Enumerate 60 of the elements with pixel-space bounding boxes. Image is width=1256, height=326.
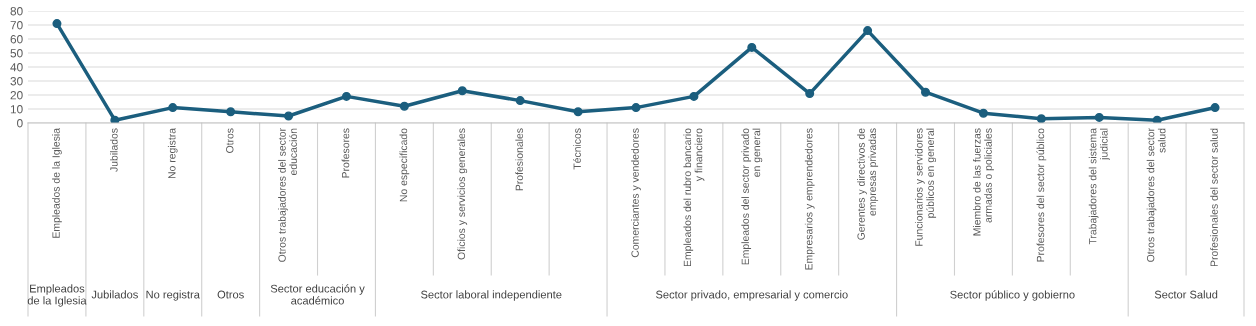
x-tick-label: Empresarios y emprendedores	[804, 128, 815, 270]
point	[226, 107, 236, 117]
point	[1094, 112, 1104, 122]
y-tick-label: 50	[10, 49, 23, 58]
text: Otros	[217, 290, 244, 299]
x-tick-label: Gerentes y directivos de empresas privadas	[857, 128, 879, 240]
point	[1210, 103, 1220, 113]
x-tick-label: Trabajadores del sistema judicial	[1088, 127, 1110, 245]
x-tick-label: Funcionarios y servidores públicos en general	[914, 128, 937, 246]
point	[863, 26, 873, 36]
text: No registra	[146, 290, 200, 301]
point	[168, 103, 178, 113]
text: Sector educación y académico	[270, 284, 365, 305]
text: Sector laboral independiente	[421, 290, 562, 301]
x-tick-label: Empleados del sector privado en general	[741, 128, 763, 265]
y-tick-label: 0	[17, 119, 23, 128]
point	[805, 89, 815, 99]
point	[747, 42, 757, 52]
x-tick-label: Empleados del rubro bancario y financiero	[683, 128, 705, 267]
y-tick-label: 80	[10, 7, 23, 16]
point	[52, 19, 62, 29]
text: Jubilados	[91, 290, 138, 299]
point	[110, 115, 120, 123]
x-tick-label: Empleados de la Iglesia	[52, 127, 62, 238]
x-tick-label: Profesores del sector público	[1036, 128, 1047, 262]
x-tick-label: No especificado	[399, 128, 410, 202]
point	[457, 86, 467, 96]
y-tick-label: 10	[10, 105, 23, 114]
point	[515, 96, 525, 106]
point	[1152, 115, 1162, 123]
text: Sector privado, empresarial y comercio	[655, 290, 848, 301]
point	[573, 107, 583, 117]
x-tick-label: Miembro de las fuerzas armadas o policiales	[972, 128, 994, 236]
text: Sector público y gobierno	[950, 290, 1075, 301]
x-tick-label: Jubilados	[110, 128, 118, 172]
point	[341, 91, 351, 101]
point	[921, 87, 931, 97]
text: Empleados de la Iglesia	[27, 284, 87, 307]
point	[284, 111, 294, 121]
point	[978, 108, 988, 118]
point	[1036, 114, 1046, 123]
point	[631, 103, 641, 113]
x-tick-label: Oficios y servicios generales	[457, 128, 468, 260]
x-tick-label: Comerciantes y vendedores	[631, 128, 641, 258]
x-tick-label: Profesores	[341, 128, 350, 178]
y-tick-label: 20	[10, 91, 23, 100]
text: Sector Salud	[1154, 290, 1218, 299]
point	[399, 101, 409, 111]
x-tick-label: Otros trabajadores del sector salud	[1146, 128, 1166, 262]
y-tick-label: 30	[10, 77, 23, 86]
x-tick-label: Otros	[226, 128, 234, 153]
y-tick-label: 40	[10, 63, 23, 72]
y-tick-label: 70	[10, 21, 23, 30]
x-tick-label: Técnicos	[573, 128, 581, 170]
x-tick-label: Otros trabajadores del sector educación	[278, 128, 297, 262]
x-tick-label: Profesionales	[515, 128, 523, 191]
x-tick-label: Profesionales del sector salud	[1210, 128, 1218, 267]
y-tick-label: 60	[10, 35, 23, 44]
x-tick-label: No registra	[167, 128, 178, 179]
point	[689, 91, 699, 101]
